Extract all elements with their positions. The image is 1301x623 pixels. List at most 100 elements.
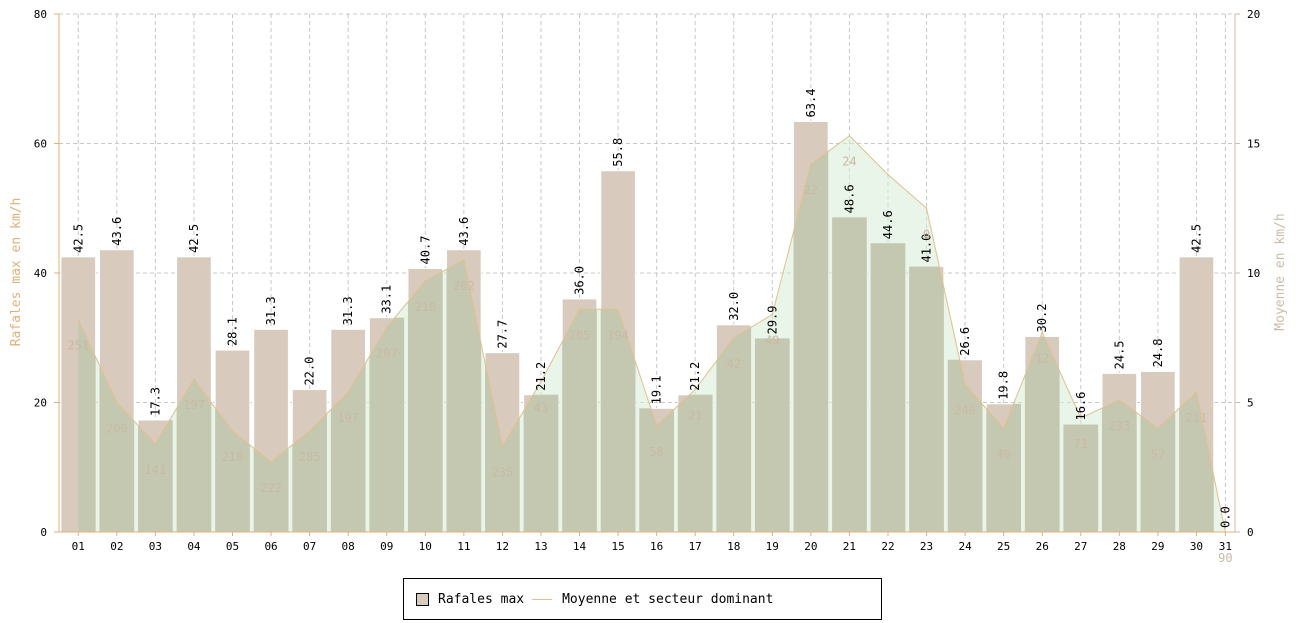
bar-value-label: 21.2 bbox=[534, 362, 548, 391]
x-tick-label: 18 bbox=[727, 540, 740, 553]
y-axis-right-label: Moyenne en km/h bbox=[1273, 213, 1288, 330]
x-tick-label: 25 bbox=[997, 540, 1010, 553]
x-tick-label: 19 bbox=[766, 540, 779, 553]
direction-label: 233 bbox=[1108, 419, 1130, 433]
y-tick-label-left: 60 bbox=[34, 138, 47, 151]
bar-overlap bbox=[369, 317, 405, 532]
mean-point bbox=[694, 388, 696, 391]
x-tick-label: 15 bbox=[611, 540, 624, 553]
bar-overlap bbox=[523, 394, 559, 532]
direction-label: 197 bbox=[183, 398, 205, 412]
mean-point bbox=[1157, 427, 1159, 430]
direction-label: 57 bbox=[1151, 447, 1165, 461]
mean-point bbox=[1195, 391, 1198, 393]
legend: Rafales max Moyenne et secteur dominant bbox=[403, 578, 882, 620]
direction-label: 197 bbox=[337, 411, 359, 425]
mean-point bbox=[116, 401, 118, 404]
bar-value-label: 0.0 bbox=[1218, 506, 1232, 528]
bar-value-label: 43.6 bbox=[457, 217, 471, 246]
mean-point bbox=[385, 326, 388, 329]
mean-point bbox=[347, 391, 349, 393]
mean-point bbox=[887, 173, 889, 176]
x-tick-label: 03 bbox=[149, 540, 162, 553]
x-tick-label: 24 bbox=[958, 540, 972, 553]
bar-value-label: 28.1 bbox=[226, 317, 240, 346]
bar-overlap bbox=[716, 324, 752, 532]
mean-point bbox=[1041, 331, 1044, 334]
x-tick-label: 08 bbox=[342, 540, 355, 553]
direction-label: 40 bbox=[996, 447, 1010, 461]
y-tick-label-right: 5 bbox=[1247, 397, 1254, 410]
bar-value-label: 31.3 bbox=[341, 296, 355, 325]
bar-value-label: 27.7 bbox=[495, 320, 509, 349]
direction-label: 24 bbox=[842, 155, 856, 169]
mean-point bbox=[193, 378, 195, 380]
bar-value-label: 41.0 bbox=[920, 234, 934, 263]
mean-point bbox=[925, 207, 928, 210]
direction-label: 210 bbox=[414, 300, 436, 314]
mean-point bbox=[501, 445, 504, 448]
bar-value-label: 30.2 bbox=[1035, 304, 1049, 333]
direction-label: 58 bbox=[649, 445, 663, 459]
direction-label: 42 bbox=[727, 357, 741, 371]
bar-value-label: 22.0 bbox=[303, 357, 317, 386]
bar-overlap bbox=[639, 408, 674, 532]
direction-label: 90 bbox=[1218, 551, 1232, 565]
x-tick-label: 29 bbox=[1151, 540, 1164, 553]
bar-value-label: 42.5 bbox=[71, 224, 85, 253]
bar-value-label: 63.4 bbox=[804, 89, 818, 118]
x-tick-label: 30 bbox=[1190, 540, 1203, 553]
mean-point bbox=[270, 461, 272, 463]
bar-overlap bbox=[1024, 336, 1060, 532]
bar-value-label: 21.2 bbox=[688, 362, 702, 391]
direction-label: 285 bbox=[299, 450, 321, 464]
direction-label: 246 bbox=[954, 403, 976, 417]
x-tick-label: 04 bbox=[187, 540, 201, 553]
x-tick-label: 28 bbox=[1113, 540, 1126, 553]
data-labels: 42.5 43.6 17.3 42.5 28.1 31.3 22.0 31.3 33.1 40.7… bbox=[67, 89, 1232, 565]
bar-value-label: 29.9 bbox=[765, 305, 779, 334]
bar-overlap bbox=[870, 243, 906, 532]
x-tick-label: 07 bbox=[303, 540, 316, 553]
x-tick-label: 13 bbox=[534, 540, 547, 553]
y-tick-label-left: 20 bbox=[34, 397, 47, 410]
y-tick-label-right: 10 bbox=[1247, 267, 1260, 280]
x-tick-label: 17 bbox=[689, 540, 702, 553]
y-tick-label-right: 20 bbox=[1247, 8, 1260, 21]
bar-value-label: 26.6 bbox=[958, 327, 972, 356]
legend-swatch-rafales bbox=[416, 592, 429, 606]
direction-label: 235 bbox=[492, 466, 514, 480]
mean-point bbox=[617, 308, 619, 311]
bar-value-label: 19.1 bbox=[650, 375, 664, 404]
bar-value-label: 43.6 bbox=[110, 217, 124, 246]
bar-value-label: 55.8 bbox=[611, 138, 625, 167]
bar-value-label: 44.6 bbox=[881, 210, 895, 239]
direction-label: 71 bbox=[1074, 437, 1088, 451]
bar-value-label: 36.0 bbox=[573, 266, 587, 295]
mean-point bbox=[540, 380, 542, 383]
legend-line-moyenne bbox=[532, 598, 553, 600]
direction-label: 211 bbox=[1186, 411, 1208, 425]
direction-label: 141 bbox=[145, 463, 167, 477]
x-tick-label: 09 bbox=[380, 540, 393, 553]
mean-point bbox=[1079, 417, 1082, 419]
direction-label: 0 bbox=[923, 227, 930, 241]
direction-label: 194 bbox=[607, 328, 629, 342]
bar-overlap bbox=[407, 268, 443, 532]
y-tick-label-left: 0 bbox=[40, 526, 47, 539]
x-tick-label: 27 bbox=[1074, 540, 1087, 553]
y-tick-label-left: 40 bbox=[34, 267, 47, 280]
mean-point bbox=[1002, 427, 1005, 430]
mean-point bbox=[1118, 399, 1121, 401]
bar-value-label: 24.8 bbox=[1151, 339, 1165, 368]
bar-overlap bbox=[1063, 424, 1099, 532]
direction-label: 202 bbox=[453, 279, 475, 293]
overlap bbox=[78, 135, 1214, 533]
x-tick-label: 16 bbox=[650, 540, 663, 553]
mean-point bbox=[771, 313, 774, 316]
x-tick-label: 26 bbox=[1036, 540, 1049, 553]
x-tick-label: 10 bbox=[419, 540, 432, 553]
mean-point bbox=[231, 430, 234, 432]
